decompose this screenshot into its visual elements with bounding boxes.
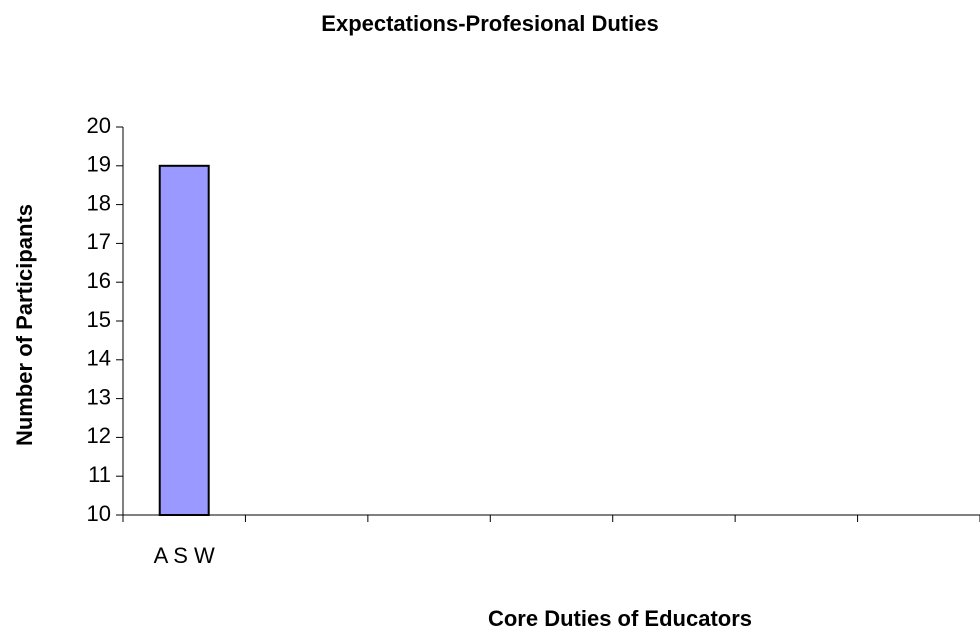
y-tick-label: 13 [87, 384, 111, 409]
y-tick-label: 19 [87, 152, 111, 177]
y-tick-label: 12 [87, 423, 111, 448]
y-tick-label: 20 [87, 113, 111, 138]
y-tick-label: 11 [88, 462, 111, 487]
y-tick-label: 18 [87, 190, 111, 215]
y-tick-label: 15 [87, 307, 111, 332]
y-tick-label: 17 [87, 229, 111, 254]
y-tick-label: 10 [87, 501, 111, 526]
y-axis-label: Number of Participants [12, 204, 37, 446]
chart-title: Expectations-Profesional Duties [321, 11, 658, 36]
y-tick-label: 16 [87, 268, 111, 293]
x-axis-label: Core Duties of Educators [488, 606, 752, 631]
bar [158, 164, 210, 517]
x-tick-label: A S W [154, 543, 215, 568]
y-tick-label: 14 [87, 346, 111, 371]
